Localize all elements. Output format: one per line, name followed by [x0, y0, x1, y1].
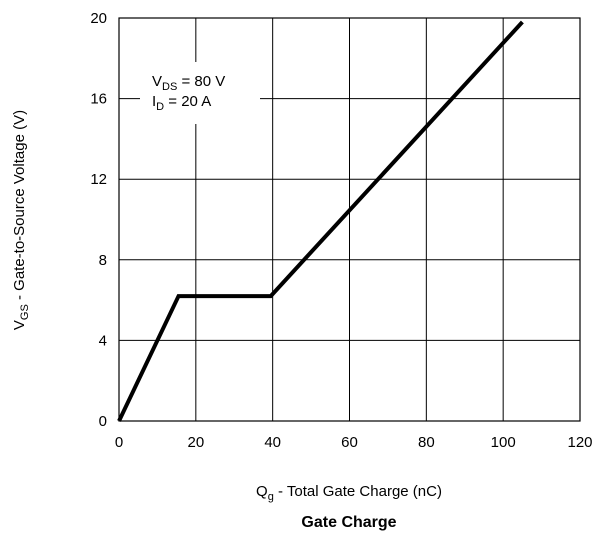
y-tick-label: 16: [90, 91, 107, 108]
x-tick-label: 120: [567, 434, 592, 451]
y-tick-label: 20: [90, 10, 107, 27]
chart-title: Gate Charge: [301, 514, 396, 531]
y-tick-label: 4: [99, 332, 107, 349]
x-tick-label: 0: [115, 434, 123, 451]
x-tick-label: 40: [264, 434, 281, 451]
x-axis-title: Qg - Total Gate Charge (nC): [256, 483, 442, 503]
x-tick-label: 20: [187, 434, 204, 451]
y-tick-label: 8: [99, 252, 107, 269]
x-tick-labels: 0 20 40 60 80 100 120: [115, 434, 593, 451]
y-axis-title: VGS - Gate-to-Source Voltage (V): [11, 110, 31, 330]
x-tick-label: 60: [341, 434, 358, 451]
x-tick-label: 80: [418, 434, 435, 451]
x-tick-label: 100: [491, 434, 516, 451]
y-tick-labels: 0 4 8 12 16 20: [90, 10, 107, 430]
y-tick-label: 0: [99, 413, 107, 430]
y-tick-label: 12: [90, 171, 107, 188]
